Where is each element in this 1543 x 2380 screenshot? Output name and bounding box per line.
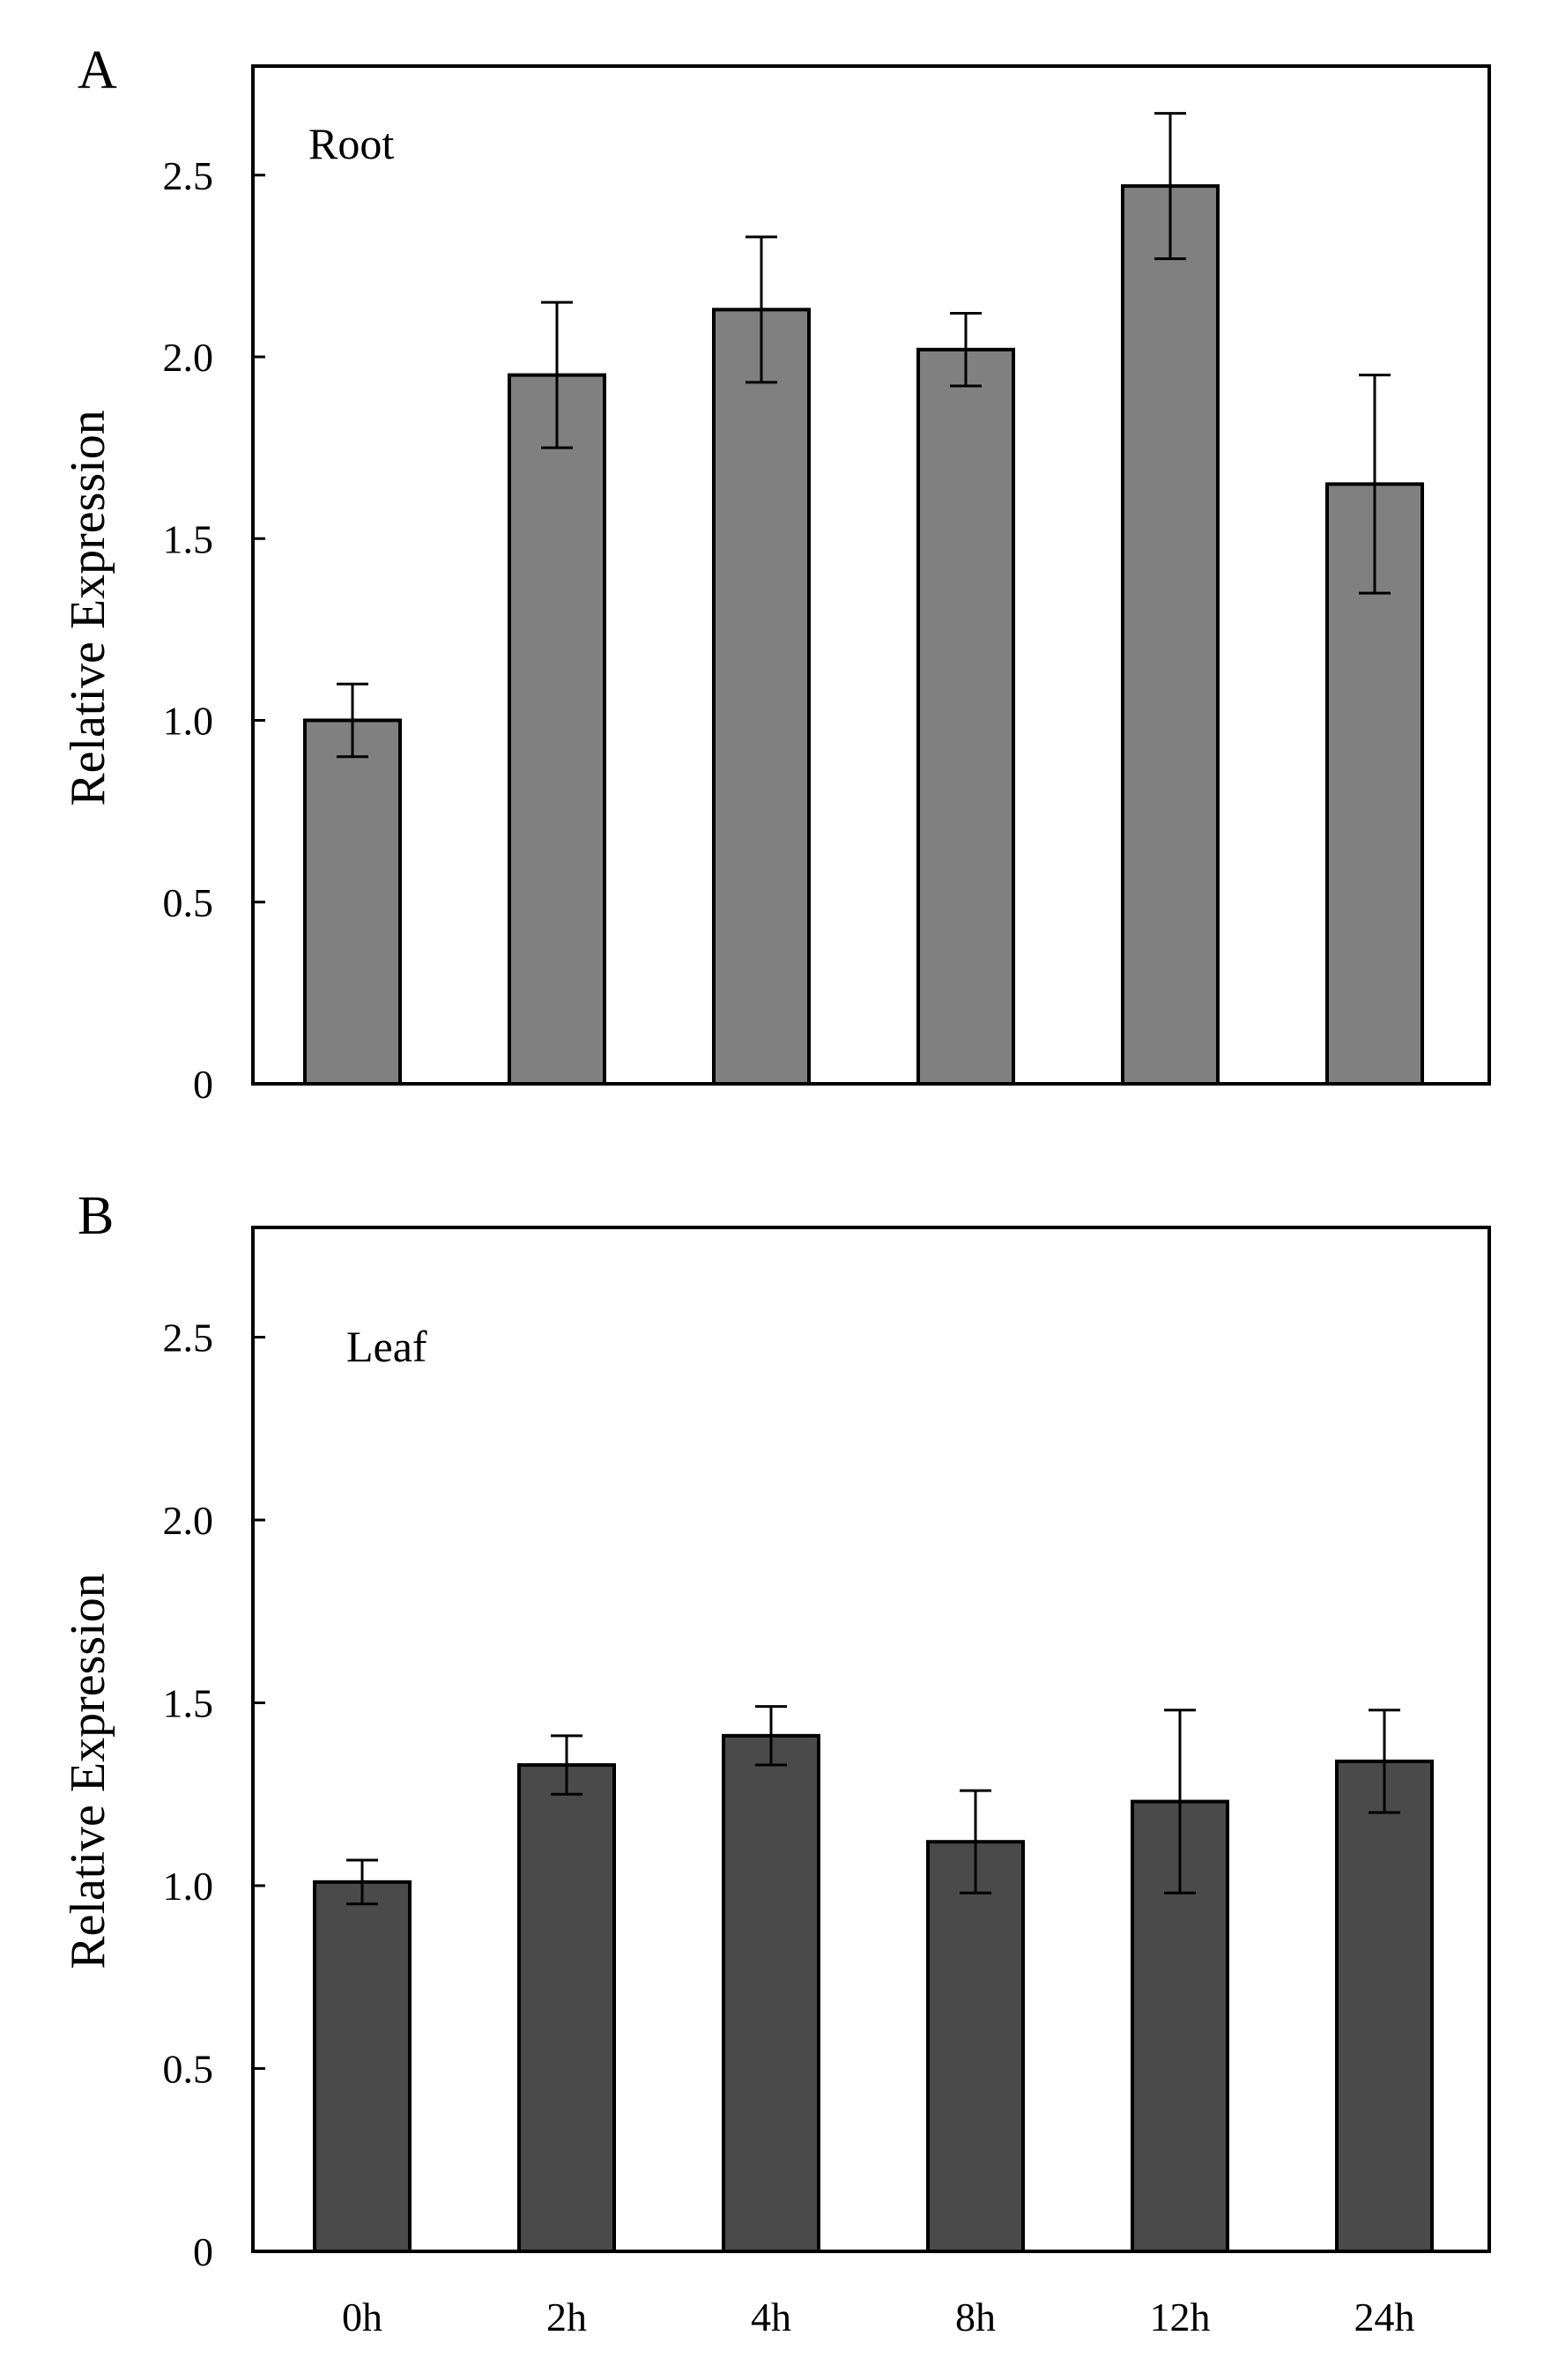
- root-bar-8h: [916, 347, 1015, 1086]
- leaf-y-tick-label: 1.0: [163, 1864, 214, 1909]
- leaf-plot-frame: [251, 1226, 1491, 2253]
- leaf-y-tick-label: 2.5: [163, 1316, 214, 1361]
- root-y-axis-title: Relative Expression: [61, 410, 115, 805]
- leaf-x-tick-label: 2h: [546, 2295, 587, 2339]
- root-error-bar-0h: [337, 682, 368, 759]
- root-panel-label: A: [78, 41, 117, 100]
- leaf-x-tick-label: 24h: [1354, 2295, 1415, 2339]
- root-y-tick-label: 2.5: [163, 153, 214, 198]
- root-series-label: Root: [308, 119, 394, 168]
- leaf-x-tick-label: 8h: [955, 2295, 996, 2339]
- root-bar-12h: [1121, 184, 1220, 1086]
- leaf-panel-label: B: [78, 1186, 114, 1246]
- leaf-error-bar-24h: [1369, 1709, 1400, 1814]
- root-plot-frame: [251, 64, 1491, 1086]
- root-bar-0h: [303, 718, 402, 1086]
- root-error-bar-2h: [541, 300, 573, 449]
- root-y-tick-label: 1.5: [163, 516, 214, 561]
- root-error-bar-24h: [1359, 374, 1391, 595]
- leaf-y-tick-label: 1.5: [163, 1681, 214, 1726]
- leaf-error-bar-8h: [960, 1789, 991, 1894]
- root-error-bar-4h: [746, 235, 777, 384]
- leaf-bar-8h: [926, 1840, 1025, 2253]
- leaf-x-tick-label: 0h: [342, 2295, 382, 2339]
- leaf-error-bar-4h: [755, 1705, 787, 1767]
- leaf-bar-0h: [313, 1880, 412, 2254]
- leaf-x-tick-label: 12h: [1150, 2295, 1211, 2339]
- root-bar-4h: [712, 308, 811, 1086]
- leaf-y-tick-label: 2.0: [163, 1498, 214, 1543]
- leaf-x-tick-label: 4h: [751, 2295, 791, 2339]
- root-y-tick-label: 0: [193, 1062, 213, 1107]
- root-y-tick-label: 2.0: [163, 335, 214, 380]
- root-error-bar-8h: [950, 312, 982, 388]
- panel-b-leaf: 0 0.5 1.0 1.5 2.0 2.5 0h 2h 4h 8h 12h 24h B Leaf Relat…: [61, 1186, 1491, 2339]
- root-y-tick-label: 0.5: [163, 880, 214, 925]
- root-y-tick-label: 1.0: [163, 699, 214, 744]
- leaf-bar-2h: [517, 1763, 616, 2254]
- leaf-error-bar-12h: [1164, 1709, 1196, 1894]
- panel-a-root: 0 0.5 1.0 1.5 2.0 2.5 A Root Relative Expression: [61, 41, 1491, 1107]
- root-error-bar-12h: [1154, 112, 1186, 261]
- leaf-series-label: Leaf: [346, 1322, 427, 1371]
- leaf-error-bar-0h: [346, 1858, 378, 1906]
- root-bar-2h: [508, 373, 606, 1086]
- leaf-bar-4h: [722, 1733, 820, 2253]
- leaf-bar-24h: [1335, 1759, 1434, 2253]
- leaf-error-bar-2h: [551, 1734, 582, 1796]
- leaf-y-tick-label: 0: [193, 2229, 213, 2274]
- leaf-y-axis-title: Relative Expression: [61, 1573, 115, 1969]
- leaf-y-tick-label: 0.5: [163, 2047, 214, 2092]
